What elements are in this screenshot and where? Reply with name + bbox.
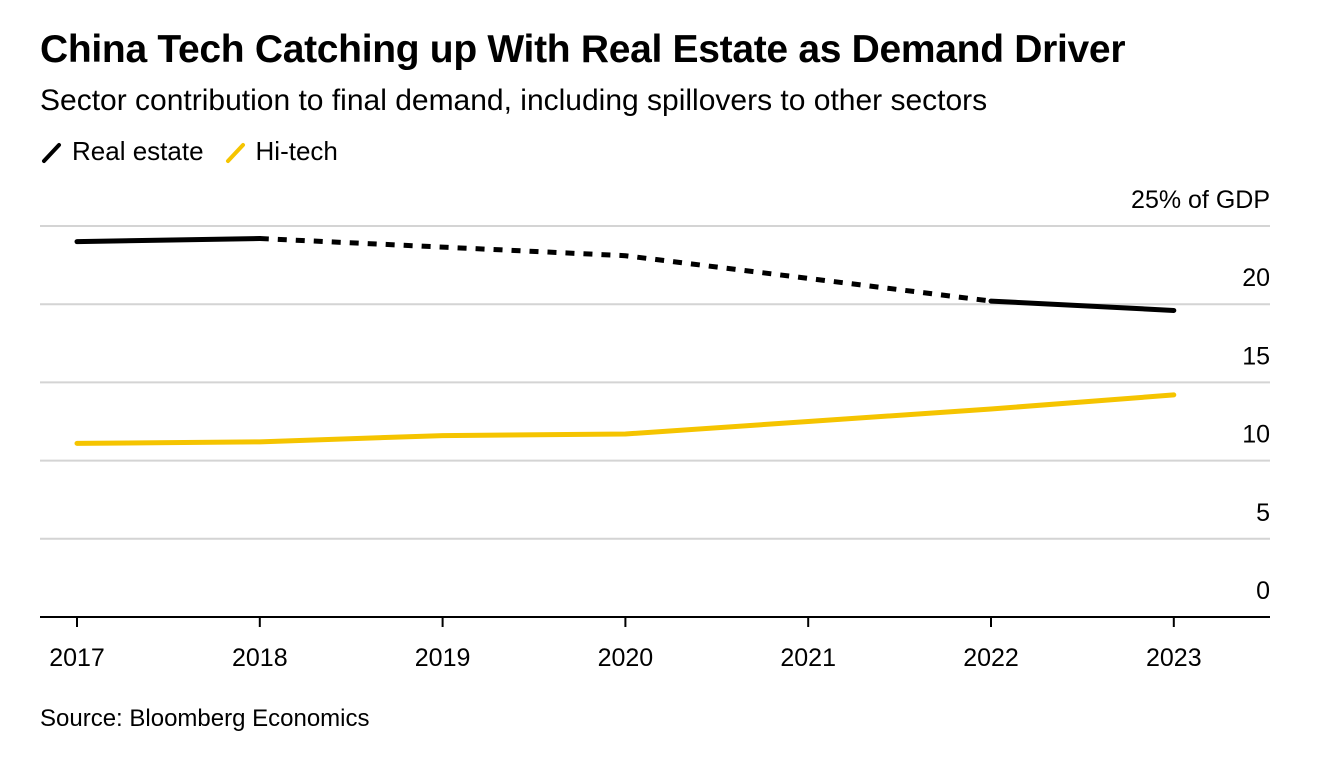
y-tick-label-10: 10 — [1242, 421, 1270, 449]
y-tick-label-25: 25% of GDP — [1131, 186, 1270, 214]
x-tick-label-2019: 2019 — [415, 644, 471, 672]
series-point-hi-tech-2023 — [1171, 392, 1176, 397]
series-point-real-estate-2022 — [989, 299, 994, 304]
legend-item-real-estate: Real estate — [40, 136, 204, 167]
source-note: Source: Bloomberg Economics — [40, 705, 370, 732]
series-point-real-estate-2017 — [75, 239, 80, 244]
series-point-hi-tech-2017 — [75, 441, 80, 446]
legend-label-hi-tech: Hi-tech — [255, 136, 338, 166]
series-point-real-estate-2018 — [257, 236, 262, 241]
legend-swatch-hi-tech — [225, 142, 245, 163]
y-tick-label-20: 20 — [1242, 264, 1270, 292]
series-point-hi-tech-2022 — [989, 406, 994, 411]
x-tick-label-2021: 2021 — [780, 644, 836, 672]
x-tick-label-2017: 2017 — [49, 644, 105, 672]
legend: Real estate Hi-tech — [40, 136, 358, 167]
series-line-real-estate-dashed — [259, 236, 992, 304]
series-point-hi-tech-2021 — [806, 419, 811, 424]
series-line-real-estate-solid-end — [988, 298, 1177, 313]
y-tick-label-15: 15 — [1242, 342, 1270, 370]
y-tick-label-5: 5 — [1256, 499, 1270, 527]
chart-subtitle: Sector contribution to final demand, inc… — [40, 84, 988, 117]
series-point-real-estate-2023 — [1171, 308, 1176, 313]
x-tick-label-2023: 2023 — [1146, 644, 1202, 672]
x-tick-label-2018: 2018 — [232, 644, 288, 672]
legend-item-hi-tech: Hi-tech — [224, 136, 338, 167]
legend-label-real-estate: Real estate — [72, 136, 204, 166]
y-tick-label-0: 0 — [1256, 577, 1270, 605]
legend-swatch-real-estate — [42, 142, 61, 163]
series-point-hi-tech-2018 — [257, 439, 262, 444]
x-tick-label-2020: 2020 — [598, 644, 654, 672]
series-point-hi-tech-2020 — [623, 432, 628, 437]
chart-title: China Tech Catching up With Real Estate … — [40, 28, 1126, 71]
series-line-hi-tech — [74, 392, 1177, 446]
series-point-real-estate-2020 — [623, 253, 628, 258]
series-point-hi-tech-2019 — [440, 433, 445, 438]
x-tick-label-2022: 2022 — [963, 644, 1019, 672]
series-line-real-estate-solid-start — [74, 236, 263, 245]
